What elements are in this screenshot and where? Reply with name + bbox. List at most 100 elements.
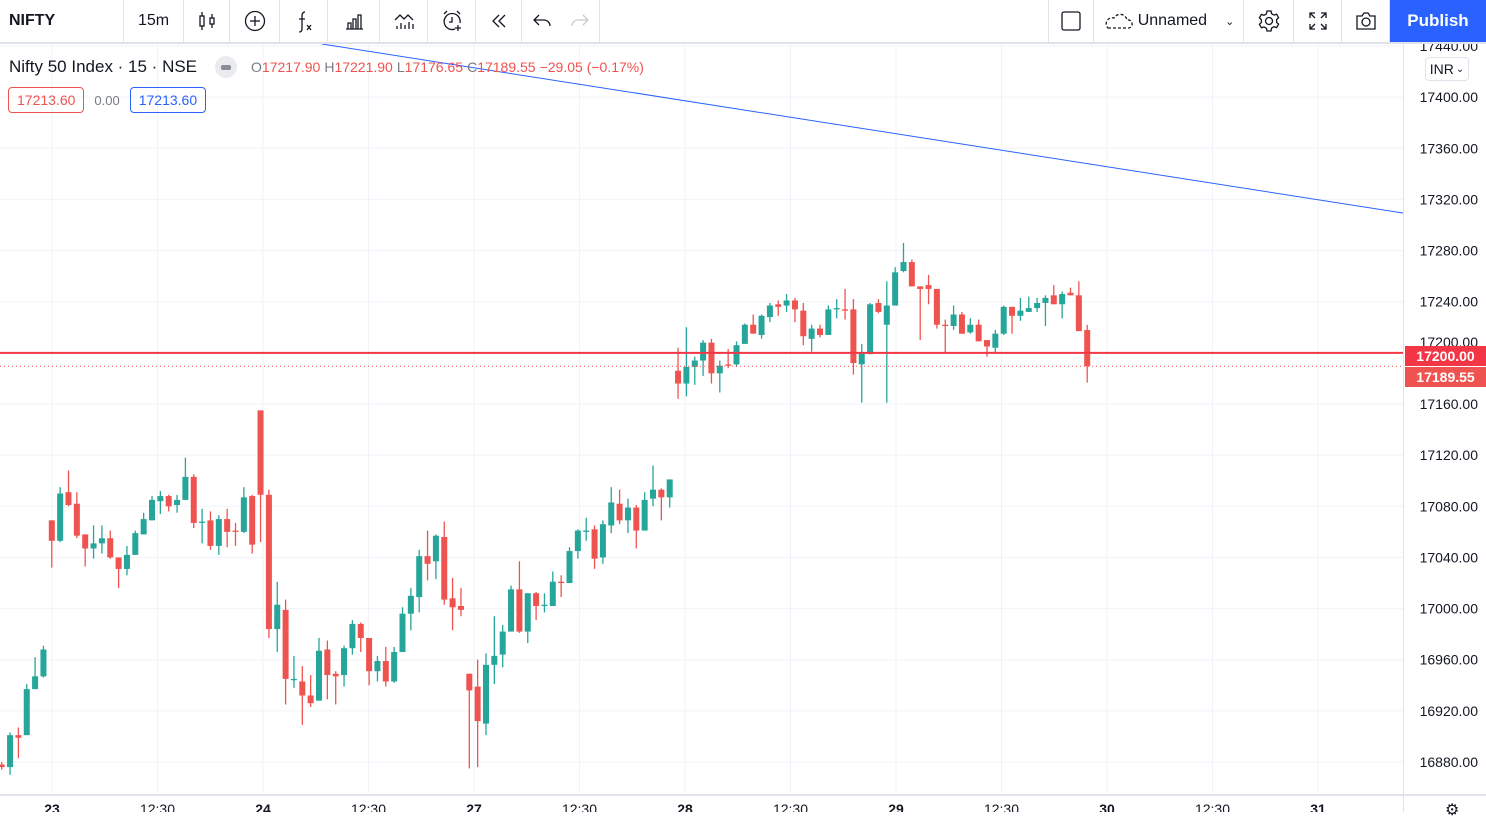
candle-up [199, 521, 206, 523]
candle-up [1017, 310, 1024, 316]
candle-up [524, 593, 531, 632]
candle-down [282, 609, 289, 679]
y-tick-label: 16880.00 [1420, 754, 1479, 770]
x-tick-label: 12:30 [773, 801, 808, 812]
candle-down [307, 695, 314, 704]
square-outline-icon [1061, 11, 1081, 31]
candle-down [1009, 306, 1016, 316]
chevron-down-icon: ⌄ [1455, 63, 1465, 75]
layout-name: Unnamed [1137, 12, 1208, 29]
candle-up [900, 262, 907, 272]
layout-button[interactable] [1048, 0, 1094, 42]
candle-down [633, 507, 640, 531]
candle-up [182, 476, 189, 500]
trend-line [321, 44, 1404, 214]
candle-down [73, 503, 80, 536]
y-tick-label: 17280.00 [1420, 243, 1479, 259]
candle-up [491, 655, 498, 665]
candle-up [650, 489, 656, 499]
candle-down [15, 735, 22, 738]
compare-symbol-button[interactable] [230, 0, 280, 42]
currency-select[interactable]: INR ⌄ [1425, 57, 1469, 81]
chart-type-button[interactable] [184, 0, 230, 42]
alarm-clock-plus-icon [443, 10, 461, 31]
symbol-search-button[interactable]: NIFTY [0, 0, 124, 42]
publish-button[interactable]: Publish [1390, 0, 1486, 42]
y-tick-label: 17120.00 [1420, 447, 1479, 463]
candle-down [658, 489, 665, 498]
candle-up [123, 554, 130, 569]
candle-down [958, 314, 965, 334]
x-tick-label: 31 [1310, 801, 1326, 812]
candle-up [157, 496, 164, 502]
x-tick-label: 12:30 [351, 801, 386, 812]
candle-down [750, 324, 757, 334]
snapshot-button[interactable] [1342, 0, 1390, 42]
candle-up [40, 649, 47, 677]
last-price-tag: 17189.55 [1405, 367, 1486, 387]
candle-up [240, 497, 247, 532]
candle-up [766, 305, 773, 318]
candle-up [23, 689, 30, 736]
settings-button[interactable] [1244, 0, 1294, 42]
candle-down [332, 673, 339, 677]
x-tick-label: 24 [255, 801, 271, 812]
alert-button[interactable] [428, 0, 476, 42]
bar-chart-icon [345, 14, 363, 30]
x-tick-label: 28 [677, 801, 693, 812]
candle-down [299, 681, 306, 696]
x-tick-label: 12:30 [1195, 801, 1230, 812]
hide-series-toggle[interactable] [215, 56, 238, 78]
candle-up [349, 623, 356, 649]
y-tick-label: 17160.00 [1420, 396, 1479, 412]
candle-down [1050, 295, 1057, 305]
candle-down [875, 302, 882, 312]
candle-down [984, 340, 990, 347]
candle-up [808, 328, 815, 339]
candle-down [441, 536, 448, 600]
sell-price-button[interactable]: 17213.60 [8, 87, 85, 113]
candle-up [608, 502, 615, 526]
candle-up [892, 272, 899, 306]
candle-up [7, 735, 14, 768]
price-chart[interactable]: 17440.00 17400.00 17360.00 17320.00 17280.00… [0, 44, 1486, 812]
candle-down [357, 623, 364, 638]
candle-up [624, 507, 631, 521]
y-tick-label: 17000.00 [1420, 601, 1479, 617]
candle-up [867, 304, 874, 355]
interval-button[interactable]: 15m [124, 0, 184, 42]
candle-up [549, 581, 556, 607]
buy-price-button[interactable]: 17213.60 [129, 87, 207, 113]
candle-up [1025, 308, 1032, 312]
candle-down [82, 534, 89, 549]
buy-sell-box: 17213.60 0.00 17213.60 [8, 87, 207, 113]
candle-down [466, 673, 473, 691]
y-tick-label: 17400.00 [1420, 89, 1479, 105]
candle-up [1034, 302, 1041, 309]
candle-up [274, 604, 281, 630]
indicator-chart-button[interactable] [380, 0, 428, 42]
candle-down [675, 370, 682, 384]
fullscreen-button[interactable] [1294, 0, 1342, 42]
axis-settings-icon[interactable]: ⚙ [1445, 802, 1460, 819]
redo-icon[interactable] [568, 9, 592, 33]
candle-down [933, 288, 940, 325]
candle-up [98, 538, 105, 544]
candle-up [1059, 294, 1066, 305]
candle-up [1042, 297, 1049, 303]
templates-button[interactable] [328, 0, 380, 42]
undo-icon[interactable] [530, 9, 554, 33]
candle-down [591, 529, 598, 559]
function-icon [298, 11, 312, 33]
candle-down [457, 606, 464, 610]
candle-up [950, 314, 957, 327]
layout-name-button[interactable]: Unnamed ⌄ [1094, 0, 1244, 42]
candle-up [691, 360, 698, 367]
candle-down [908, 262, 915, 287]
candle-down [232, 530, 239, 532]
replay-button[interactable] [476, 0, 522, 42]
y-tick-label: 16960.00 [1420, 652, 1479, 668]
currency-label: INR [1429, 61, 1454, 77]
indicators-button[interactable] [280, 0, 328, 42]
candle-up [683, 366, 690, 384]
